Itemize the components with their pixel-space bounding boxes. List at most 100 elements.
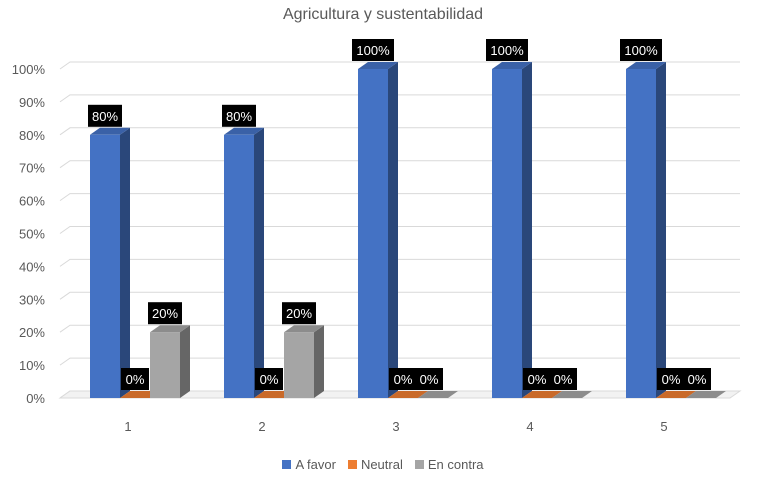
data-label: 80% [222,104,256,127]
data-label-text: 80% [226,109,252,124]
x-tick-label: 1 [124,419,131,434]
y-tick-label: 30% [19,292,45,307]
data-label-box [620,39,662,61]
data-label-box [389,368,417,390]
bar-top [418,391,458,398]
data-label-text: 100% [490,43,524,58]
data-label: 0% [683,368,711,390]
y-tick-label: 40% [19,259,45,274]
data-label: 0% [255,368,283,390]
bar-top [626,62,666,69]
x-tick-label: 2 [258,419,265,434]
bar [552,391,592,398]
data-label-box [222,104,256,127]
data-label: 20% [282,302,316,325]
data-label-text: 0% [394,372,413,387]
legend-swatch [282,460,292,469]
data-label: 0% [549,368,577,390]
y-tick-label: 80% [19,128,45,143]
legend-label: A favor [295,457,336,472]
legend-label: En contra [427,457,484,472]
bar-top [284,325,324,333]
bar-side [120,127,130,399]
bar [492,62,532,398]
y-tick-label: 20% [19,325,45,340]
y-tick-label: 50% [19,227,45,242]
bar-top [224,127,264,135]
chart-title: Agricultura y sustentabilidad [282,6,484,23]
data-label-text: 0% [662,372,681,387]
x-tick-label: 4 [526,419,533,434]
data-label-text: 20% [152,306,178,321]
bar [656,391,696,398]
bar [418,391,458,398]
y-tick-label: 60% [19,194,45,209]
legend-label: Neutral [360,457,403,472]
data-label: 0% [389,368,417,390]
bar-top [388,391,428,398]
y-tick-label: 100% [12,62,46,77]
legend-item: En contra [414,457,484,472]
legend: A favor Neutral En contra [0,457,766,472]
bar [358,62,398,398]
data-label-text: 0% [420,372,439,387]
bar [686,391,726,398]
data-label-text: 100% [356,43,390,58]
data-label-box [255,368,283,390]
data-label: 20% [148,302,182,325]
bar [522,391,562,398]
y-tick-label: 0% [26,391,45,406]
bar-top [90,127,130,135]
bar-side [522,62,532,398]
bar [224,127,264,399]
bar-side [656,62,666,398]
data-label: 0% [657,368,685,390]
bar [388,391,428,398]
bar-front [358,69,388,398]
data-label: 0% [415,368,443,390]
bar-side [254,127,264,399]
bar [626,62,666,398]
legend-item: A favor [282,457,336,472]
data-label-box [523,368,551,390]
x-tick-label: 5 [660,419,667,434]
bar-side [388,62,398,398]
data-label-text: 0% [126,372,145,387]
bar-side [180,325,190,398]
data-label-box [657,368,685,390]
bar-top [358,62,398,69]
bar-top [522,391,562,398]
data-label-box [415,368,443,390]
bar-side [314,325,324,398]
data-label-text: 0% [688,372,707,387]
data-label-box [549,368,577,390]
bar-front [150,332,180,398]
data-label-box [486,39,528,61]
data-label: 0% [121,368,149,390]
x-tick-label: 3 [392,419,399,434]
data-label: 100% [486,39,528,61]
bar [150,325,190,398]
data-label-box [88,104,122,127]
data-label-text: 80% [92,109,118,124]
data-label-box [352,39,394,61]
y-tick-label: 90% [19,95,45,110]
bar-front [224,134,254,399]
data-label: 100% [352,39,394,61]
bar-front [626,69,656,398]
bar-front [90,134,120,399]
data-label: 0% [523,368,551,390]
bar-top [552,391,592,398]
data-label: 100% [620,39,662,61]
data-label: 80% [88,104,122,127]
data-label-box [282,302,316,325]
data-label-box [121,368,149,390]
y-tick-label: 10% [19,358,45,373]
bar-front [492,69,522,398]
data-label-text: 0% [260,372,279,387]
data-label-text: 0% [528,372,547,387]
bar-top [656,391,696,398]
data-label-text: 20% [286,306,312,321]
legend-item: Neutral [347,457,403,472]
